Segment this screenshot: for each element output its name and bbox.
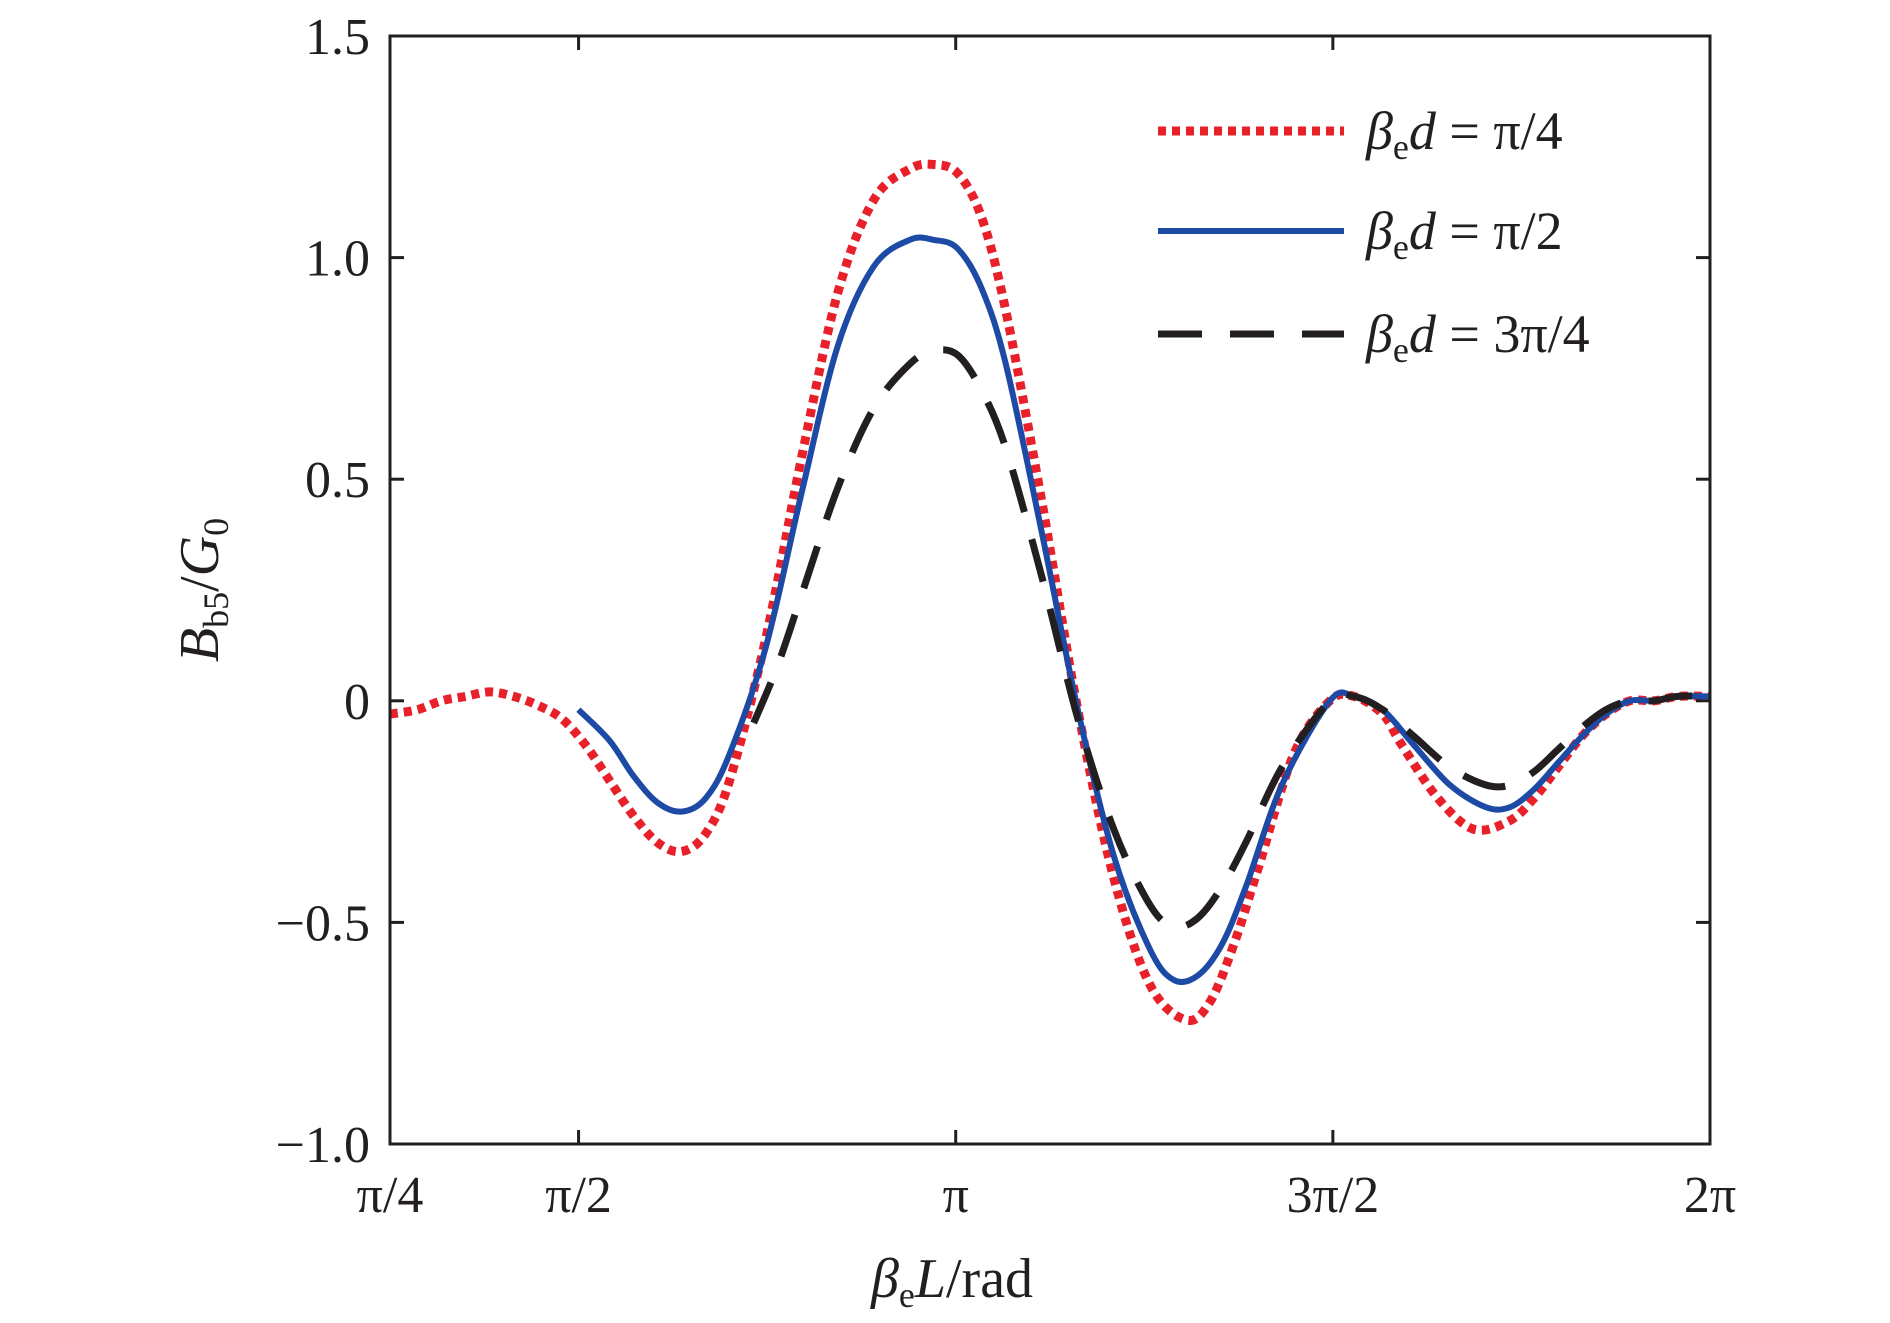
y-tick-label: 1.5 (305, 9, 370, 66)
y-axis-title: Bb5/G0 (169, 518, 236, 662)
x-tick-label: π/4 (357, 1167, 424, 1224)
legend-label-3: βed = 3π/4 (1365, 304, 1590, 370)
legend-label-2: βed = π/2 (1365, 201, 1563, 267)
ticks-layer: π/4 π/2 π 3π/2 2π 1.5 1.0 0.5 0 −0.5 −1.0 (276, 9, 1736, 1224)
y-tick-label: 0.5 (305, 452, 370, 509)
series-line-3 (750, 346, 1710, 931)
series-line-2 (576, 234, 1710, 986)
x-tick-label: 2π (1684, 1167, 1736, 1224)
x-tick-label: π/2 (545, 1167, 612, 1224)
plot-frame (388, 34, 1712, 1146)
series-layer (390, 159, 1710, 1025)
y-tick-label: −0.5 (276, 895, 370, 952)
legend-label-1: βed = π/4 (1365, 101, 1563, 167)
y-tick-label: 1.0 (305, 231, 370, 288)
x-axis-title: βeL/rad (870, 1248, 1033, 1315)
y-tick-label: 0 (344, 674, 370, 731)
legend: βed = π/4 βed = π/2 βed = 3π/4 (1158, 101, 1590, 370)
series-line-1 (390, 159, 1710, 1025)
x-tick-label: 3π/2 (1287, 1167, 1380, 1224)
y-tick-label: −1.0 (276, 1117, 370, 1174)
x-tick-label: π (943, 1167, 969, 1224)
